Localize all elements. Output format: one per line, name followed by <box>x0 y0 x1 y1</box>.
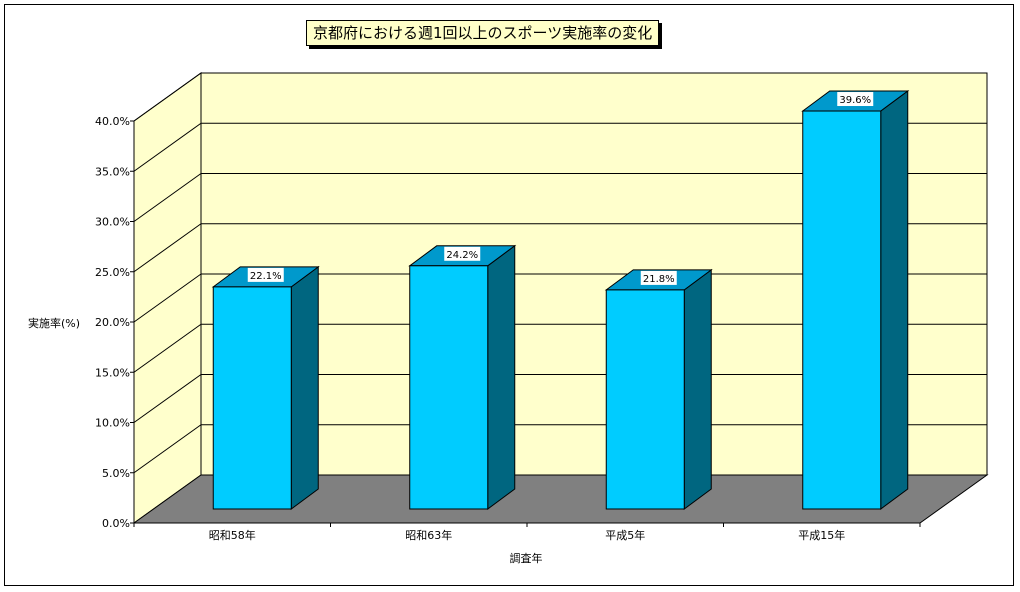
bar-front <box>802 110 882 510</box>
x-axis: 昭和58年 昭和63年 平成5年 平成15年 <box>133 523 921 542</box>
data-label-box <box>837 92 874 107</box>
gridline-side <box>133 323 202 373</box>
y-tick-label: 10.0% <box>95 417 130 430</box>
y-axis-label: 実施率(%) <box>28 316 80 330</box>
bar: 39.6% <box>801 90 910 510</box>
y-tick-label: 35.0% <box>95 165 130 178</box>
bar: 21.8% <box>604 268 713 510</box>
y-tick-label: 20.0% <box>95 316 130 329</box>
bar-side <box>683 268 712 510</box>
data-label-box <box>444 246 481 261</box>
y-tick-label: 5.0% <box>102 467 130 480</box>
x-tick-label: 平成15年 <box>798 528 845 542</box>
gridline-side <box>133 424 202 474</box>
bar-side <box>880 90 909 510</box>
gridline-side <box>133 173 202 222</box>
bar-side <box>290 265 319 510</box>
bar-side <box>487 244 516 510</box>
gridline-side <box>133 273 202 323</box>
x-tick-label: 平成5年 <box>605 528 645 542</box>
data-label: 22.1% <box>250 271 282 282</box>
data-label: 39.6% <box>839 95 871 106</box>
gridline-side <box>133 374 202 423</box>
gridline-side <box>133 72 202 122</box>
gridline-side <box>133 223 202 273</box>
gridline-side <box>133 122 202 172</box>
y-tick-label: 0.0% <box>102 517 130 530</box>
data-label: 21.8% <box>643 274 675 285</box>
data-label-box <box>247 267 284 282</box>
bar: 24.2% <box>408 244 517 510</box>
bar: 22.1% <box>211 265 320 510</box>
x-tick-label: 昭和58年 <box>209 528 256 542</box>
y-tick-label: 30.0% <box>95 216 130 229</box>
y-tick-label: 40.0% <box>95 115 130 128</box>
bar-front <box>409 265 489 510</box>
bar-front <box>605 289 685 510</box>
y-tick-label: 15.0% <box>95 366 130 379</box>
bars: 22.1% 24.2% 21.8% 39.6% <box>211 90 910 510</box>
data-label: 24.2% <box>446 250 478 261</box>
bar-front <box>212 286 292 510</box>
chart-title: 京都府における週1回以上のスポーツ実施率の変化 <box>306 20 660 46</box>
x-tick-label: 昭和63年 <box>405 528 452 542</box>
x-axis-label: 調査年 <box>510 551 543 565</box>
data-label-box <box>640 270 677 285</box>
y-axis: 0.0% 5.0% 10.0% 15.0% 20.0% 25.0% 30.0% 35.0% 40… <box>95 115 134 530</box>
y-tick-label: 25.0% <box>95 266 130 279</box>
